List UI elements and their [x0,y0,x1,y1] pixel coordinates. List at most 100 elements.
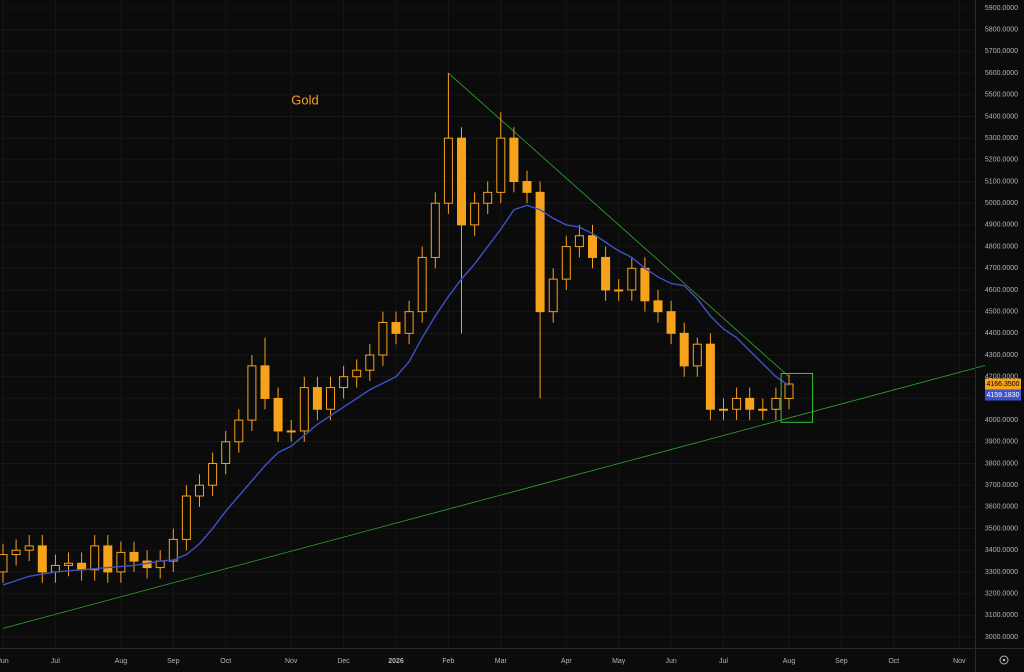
candle-body [784,383,794,399]
x-tick-label: Jun [0,658,9,665]
x-tick-label: Apr [561,658,573,665]
x-tick-label: Jul [51,658,60,665]
y-tick-label: 4300.0000 [985,352,1018,359]
y-tick-label: 4400.0000 [985,330,1018,337]
candle-body [352,369,362,378]
candle-body [0,554,8,573]
x-tick-label: Jun [665,658,676,665]
candle-body [404,311,414,334]
ma-price-label: 4159.1830 [986,392,1019,399]
candle-body [365,354,375,371]
candle-body [732,397,742,410]
candle-body [286,430,296,433]
candle-body [378,322,388,356]
settings-icon[interactable] [999,655,1009,665]
trendline [2,365,986,629]
y-tick-label: 3300.0000 [985,569,1018,576]
candle-body [535,191,545,313]
x-tick-label: Aug [115,658,128,665]
candle-body [719,408,728,411]
trendline [448,72,790,378]
candle-body [417,256,427,313]
candle-body [601,256,611,291]
y-tick-label: 5100.0000 [985,178,1018,185]
x-tick-label: 2026 [388,658,404,665]
candle-body [391,322,401,334]
candle-body [470,202,480,226]
candle-body [326,387,335,410]
x-tick-label: Sep [167,658,180,665]
y-tick-label: 4000.0000 [985,417,1018,424]
x-tick-label: Sep [835,658,848,665]
candle-body [653,300,663,313]
y-tick-label: 3700.0000 [985,482,1018,489]
candle-body [24,545,34,551]
y-tick-label: 4900.0000 [985,222,1018,229]
x-tick-label: Nov [285,658,298,665]
y-tick-label: 3100.0000 [985,612,1018,619]
y-tick-label: 4800.0000 [985,243,1018,250]
x-tick-label: Oct [888,658,899,665]
y-tick-label: 3800.0000 [985,460,1018,467]
x-tick-label: May [612,658,626,665]
candle-body [247,365,257,421]
candle-body [483,191,493,204]
plot-area [0,72,986,629]
candle-body [208,462,218,486]
y-tick-label: 3600.0000 [985,504,1018,511]
candle-body [457,137,466,226]
candle-body [221,441,231,464]
y-tick-label: 5200.0000 [985,157,1018,164]
candle-body [168,538,178,562]
candle-body [129,551,139,562]
candle-body [588,235,597,258]
y-tick-label: 4200.0000 [985,374,1018,381]
candle-body [116,551,126,573]
candle-body [692,343,702,367]
candle-body [273,397,283,432]
candle-body [195,484,204,497]
y-tick-label: 3000.0000 [985,634,1018,641]
candle-body [299,387,309,432]
candle-body [181,495,191,540]
candle-body [77,562,87,571]
candle-body [771,397,781,410]
x-tick-label: Nov [953,658,966,665]
candle-body [234,419,244,443]
candle-body [614,289,624,292]
candle-body [679,332,689,367]
y-tick-label: 3400.0000 [985,547,1018,554]
candle-body [548,278,558,313]
x-tick-label: Jul [719,658,728,665]
candle-body [103,545,113,573]
candle-body [574,235,584,248]
candle-body [37,545,47,573]
chart-title: Gold [291,92,318,107]
y-tick-label: 4500.0000 [985,308,1018,315]
last-price-label: 4166.3500 [986,381,1019,388]
y-tick-label: 5600.0000 [985,70,1018,77]
candle-body [50,564,60,573]
x-tick-label: Aug [783,658,796,665]
candle-body [90,545,100,571]
y-tick-label: 5000.0000 [985,200,1018,207]
candle-body [640,267,650,302]
y-tick-label: 5700.0000 [985,48,1018,55]
y-tick-label: 5800.0000 [985,27,1018,34]
candle-body [627,267,637,291]
y-tick-label: 5400.0000 [985,113,1018,120]
candle-body [509,137,519,183]
y-tick-label: 4600.0000 [985,287,1018,294]
axes: 3000.0000 3100.0000 3200.0000 3300.0000 3400… [0,5,1021,665]
candle-body [64,562,73,566]
last-price-badge [985,378,1021,390]
x-tick-label: Mar [495,658,508,665]
candle-body [758,408,768,411]
y-tick-label: 3900.0000 [985,439,1018,446]
candle-body [666,311,676,334]
ma-price-badge [985,389,1021,401]
candle-body [260,365,270,399]
